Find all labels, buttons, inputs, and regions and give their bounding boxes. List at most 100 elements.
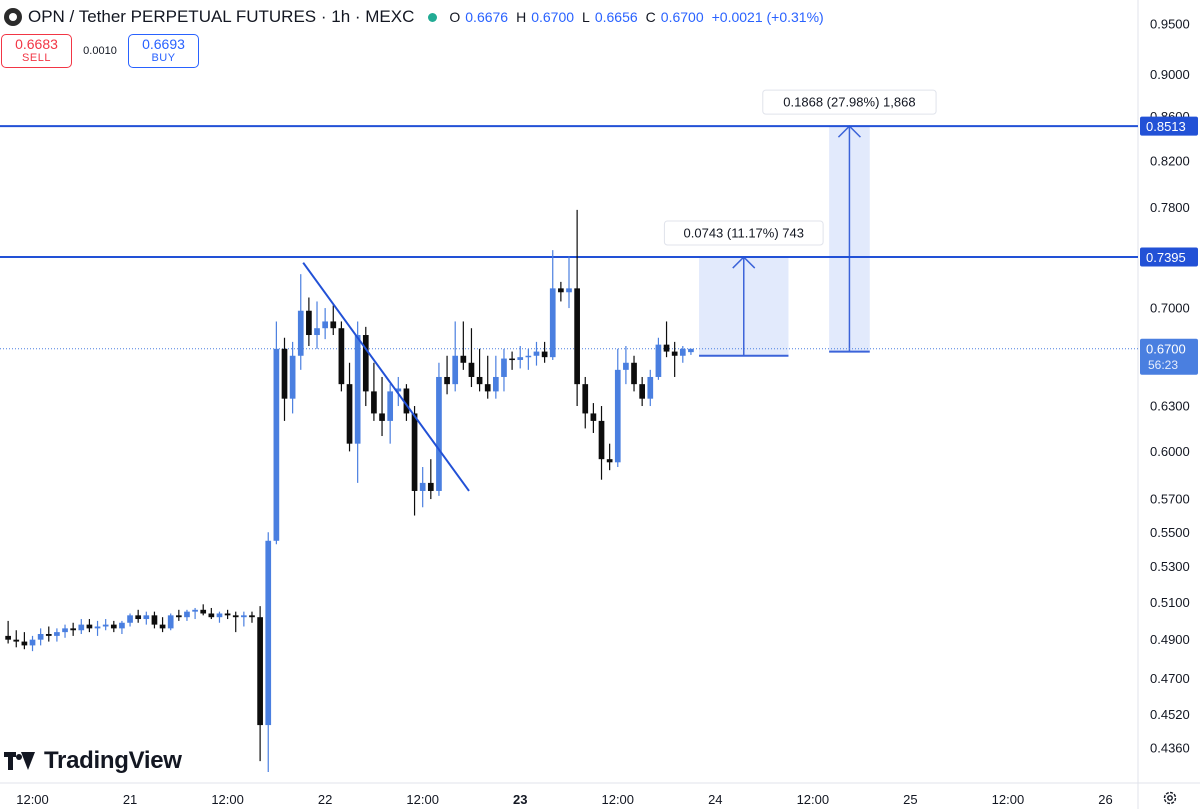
- candle-body: [647, 376, 654, 399]
- candle-body: [444, 376, 450, 385]
- candle-body: [387, 391, 394, 421]
- candle-body: [86, 624, 93, 629]
- candle-body: [289, 355, 296, 399]
- candle-body: [427, 482, 434, 491]
- candle: [232, 611, 239, 633]
- candle: [436, 362, 442, 496]
- candle-body: [525, 355, 532, 358]
- y-tick-label: 0.9500: [1150, 17, 1190, 32]
- ohlc-values: O 0.6676 H 0.6700 L 0.6656 C 0.6700 +0.0021 …: [449, 9, 826, 25]
- candle: [525, 348, 532, 370]
- candle-body: [623, 362, 629, 370]
- candle: [411, 406, 418, 516]
- candle-body: [558, 288, 564, 293]
- candle-body: [70, 628, 77, 631]
- coin-logo-icon: [4, 8, 22, 26]
- candle: [86, 619, 93, 633]
- candle-body: [517, 357, 524, 360]
- candle: [37, 628, 44, 646]
- candle: [224, 609, 231, 620]
- last-price-label: 0.6700: [1146, 341, 1186, 356]
- candle: [444, 355, 450, 395]
- candle-body: [492, 376, 499, 392]
- trend-line: [302, 262, 470, 492]
- candle: [590, 403, 597, 433]
- y-tick-label: 0.4520: [1150, 707, 1190, 722]
- y-tick-label: 0.7800: [1150, 200, 1190, 215]
- candle: [452, 321, 459, 392]
- level-price-label: 0.8513: [1146, 119, 1186, 134]
- candle: [265, 532, 272, 772]
- candle-body: [135, 615, 142, 620]
- candle-body: [468, 362, 475, 377]
- candle: [216, 611, 223, 623]
- buy-button[interactable]: 0.6693 BUY: [128, 34, 199, 68]
- buy-price: 0.6693: [142, 36, 185, 52]
- level-price-tag: [1140, 116, 1198, 136]
- candle-body: [371, 391, 377, 414]
- candle-body: [346, 384, 353, 444]
- candle: [314, 301, 320, 349]
- candle: [110, 620, 117, 633]
- candle-body: [45, 634, 52, 636]
- candle-body: [606, 459, 613, 463]
- sell-button[interactable]: 0.6683 SELL: [1, 34, 72, 68]
- candle: [663, 321, 670, 358]
- y-tick-label: 0.5500: [1150, 525, 1190, 540]
- candle: [533, 341, 540, 366]
- candle-body: [501, 358, 507, 377]
- candle: [151, 611, 158, 629]
- candle: [102, 619, 109, 631]
- candle: [29, 635, 36, 652]
- y-tick-label: 0.5100: [1150, 595, 1190, 610]
- candle: [21, 632, 28, 650]
- candle-body: [598, 420, 605, 460]
- candle: [208, 607, 215, 620]
- candle-body: [159, 624, 166, 629]
- measure-label: 0.0743 (11.17%) 743: [684, 226, 804, 241]
- open-value: 0.6676: [465, 9, 509, 25]
- candle-body: [582, 384, 589, 414]
- x-tick-label: 25: [903, 792, 917, 807]
- candle-body: [208, 613, 215, 618]
- high-value: 0.6700: [531, 9, 575, 25]
- candle: [606, 443, 613, 471]
- symbol-title[interactable]: OPN / Tether PERPETUAL FUTURES · 1h · ME…: [28, 7, 415, 26]
- last-price-tag: [1140, 338, 1198, 375]
- candle-body: [281, 348, 288, 399]
- candle: [517, 346, 524, 369]
- candle: [558, 281, 564, 302]
- candle-body: [590, 413, 597, 421]
- y-tick-label: 0.5300: [1150, 559, 1190, 574]
- candle-body: [257, 617, 263, 726]
- candle: [354, 321, 361, 483]
- candle: [45, 626, 52, 642]
- candle-body: [127, 615, 133, 623]
- candle-body: [200, 609, 207, 614]
- settings-gear-icon[interactable]: [1162, 790, 1178, 806]
- candle: [289, 341, 296, 414]
- x-tick-label: 21: [123, 792, 137, 807]
- candle: [582, 376, 589, 429]
- candle-body: [265, 540, 272, 726]
- candle: [346, 362, 353, 452]
- candle: [241, 611, 247, 627]
- x-tick-label: 26: [1098, 792, 1112, 807]
- candle-body: [78, 624, 85, 631]
- candle-body: [232, 615, 239, 618]
- candle-body: [476, 376, 483, 385]
- candle-body: [297, 310, 304, 356]
- candle-body: [175, 615, 182, 618]
- candle-body: [395, 388, 402, 392]
- candle-body: [322, 321, 328, 329]
- candle-body: [655, 344, 662, 377]
- candle: [403, 384, 410, 421]
- candle-body: [574, 288, 580, 385]
- candle: [257, 606, 263, 762]
- candle-body: [330, 321, 337, 329]
- candle: [574, 209, 580, 407]
- candle: [330, 305, 337, 336]
- candle-body: [110, 624, 117, 629]
- measure-label: 0.1868 (27.98%) 1,868: [783, 95, 915, 110]
